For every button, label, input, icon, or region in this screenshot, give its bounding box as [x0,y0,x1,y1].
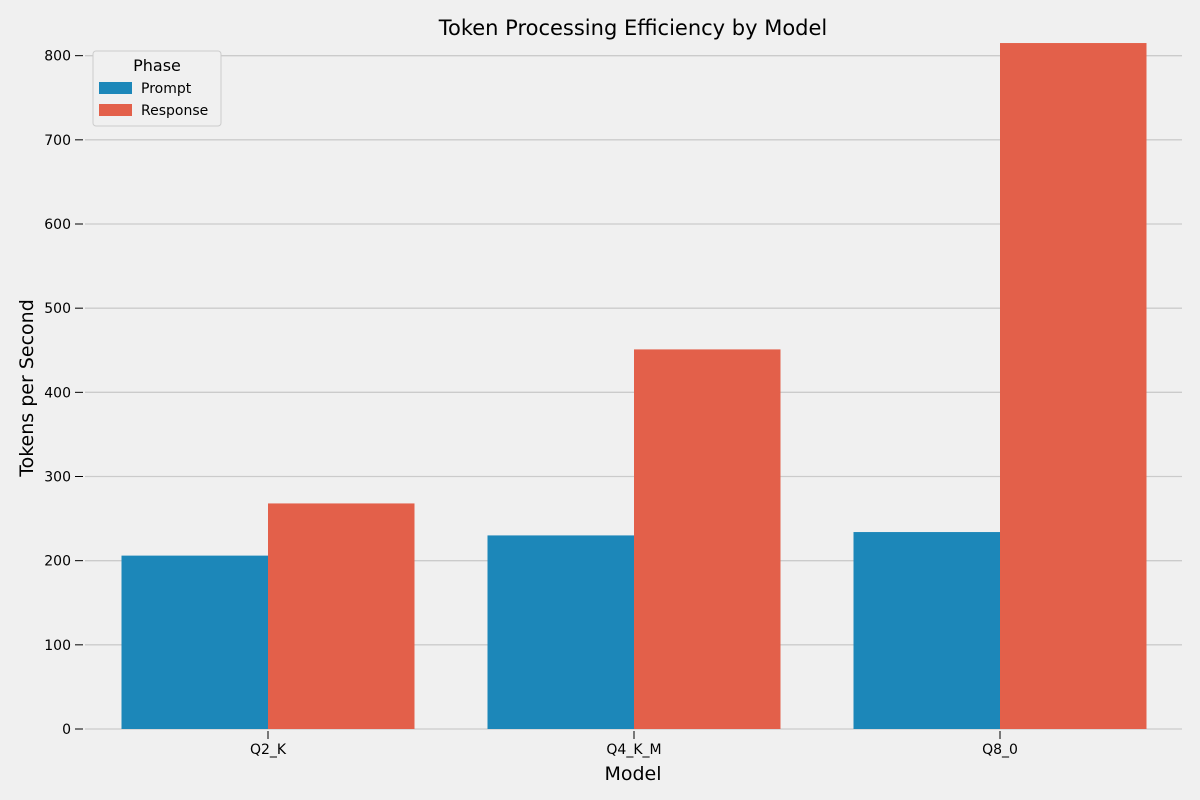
x-axis-title: Model [604,763,661,785]
legend-swatch-response [99,104,132,116]
y-tick-label: 500 [44,301,71,317]
legend-swatch-prompt [99,82,132,94]
y-tick-label: 400 [44,385,71,401]
x-axis-ticks: Q2_K Q4_K_M Q8_0 [250,731,1018,758]
legend: Phase Prompt Response [92,50,222,127]
chart-title: Token Processing Efficiency by Model [438,16,828,40]
bar-prompt-q2_k [121,555,268,729]
bars [121,43,1147,729]
y-axis-title: Tokens per Second [16,299,38,478]
legend-label-prompt: Prompt [141,81,192,97]
y-tick-label: 700 [44,133,71,149]
y-tick-label: 300 [44,470,71,486]
bar-response-q8_0 [1000,43,1147,729]
bar-prompt-q4_k_m [487,535,634,729]
y-tick-label: 200 [44,554,71,570]
y-axis-ticks: 0 100 200 300 400 500 600 700 800 [44,49,83,738]
x-tick-label: Q8_0 [982,742,1018,758]
y-tick-label: 100 [44,638,71,654]
legend-title: Phase [133,56,181,75]
bar-response-q2_k [268,503,415,729]
bar-response-q4_k_m [634,349,781,729]
y-tick-label: 0 [62,722,71,738]
y-tick-label: 800 [44,49,71,65]
x-tick-label: Q4_K_M [606,742,661,758]
y-tick-label: 600 [44,217,71,233]
x-tick-label: Q2_K [250,742,287,758]
bar-prompt-q8_0 [853,532,1000,729]
legend-label-response: Response [141,103,208,119]
